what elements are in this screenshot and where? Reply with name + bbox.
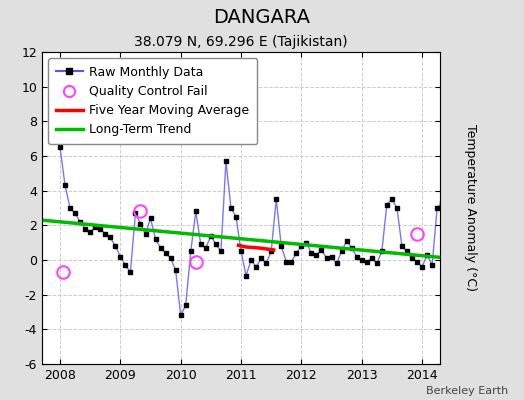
Legend: Raw Monthly Data, Quality Control Fail, Five Year Moving Average, Long-Term Tren: Raw Monthly Data, Quality Control Fail, …	[48, 58, 257, 144]
Y-axis label: Temperature Anomaly (°C): Temperature Anomaly (°C)	[464, 124, 477, 292]
Text: Berkeley Earth: Berkeley Earth	[426, 386, 508, 396]
Title: 38.079 N, 69.296 E (Tajikistan): 38.079 N, 69.296 E (Tajikistan)	[134, 36, 348, 50]
Text: DANGARA: DANGARA	[213, 8, 311, 27]
